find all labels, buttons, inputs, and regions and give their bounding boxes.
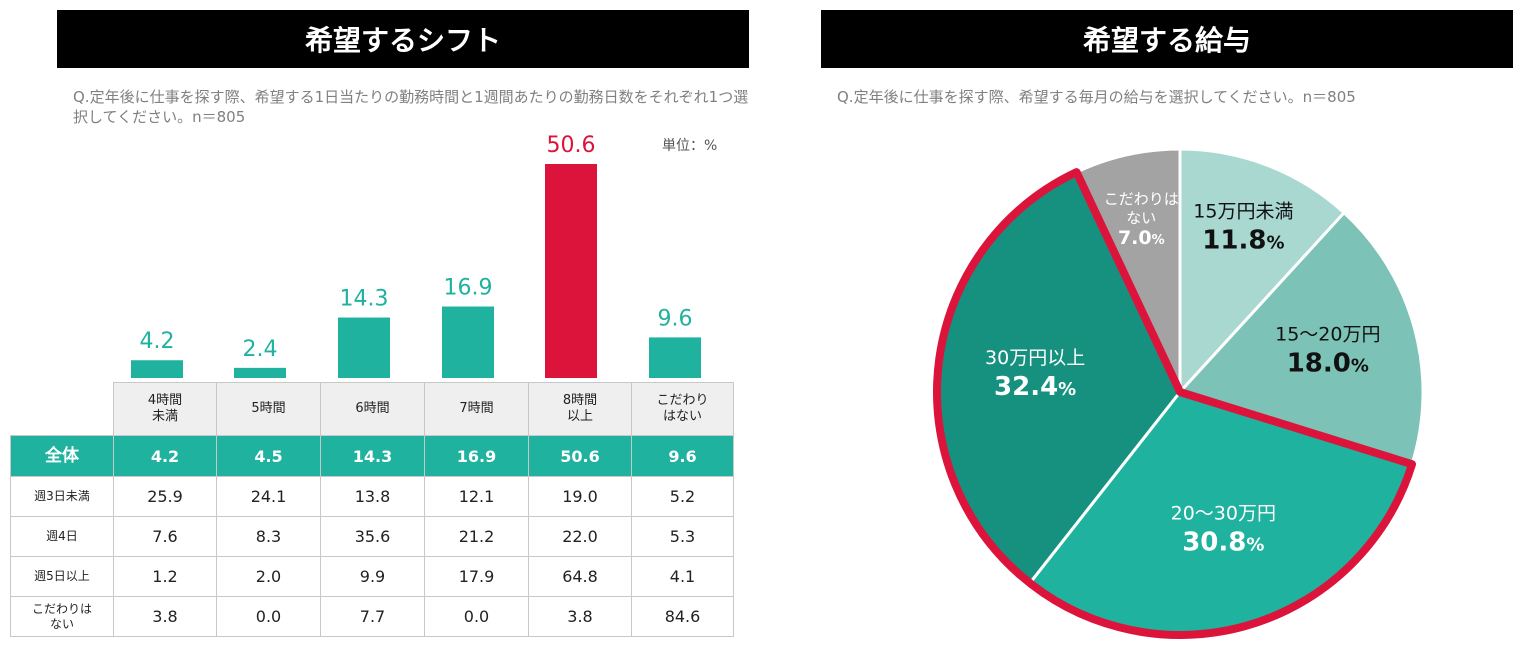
table-cell: 5.3	[631, 516, 734, 557]
table-cell: 8.3	[216, 516, 321, 557]
bar-value-label: 14.3	[340, 287, 389, 312]
shift-bar-chart: 4.2 2.4 14.3 16.9 50.6 9.6	[131, 133, 701, 378]
bar-value-label: 9.6	[658, 306, 693, 331]
pie-slice-value: 11.8%	[1202, 225, 1284, 255]
table-cell: 2.0	[216, 556, 321, 597]
column-header: 4時間 未満	[113, 382, 217, 436]
table-cell: 14.3	[320, 435, 425, 477]
pie-slice-label: ない	[1126, 209, 1156, 227]
bar-value-label: 16.9	[444, 276, 493, 301]
column-header: こだわり はない	[631, 382, 734, 436]
pie-slice-15万円未満	[1178, 147, 1347, 396]
column-header: 7時間	[424, 382, 529, 436]
salary-pie-chart: 15万円未満11.8%15～20万円18.0%20～30万円30.8%30万円以…	[933, 147, 1425, 639]
table-row: 週4日 7.6 8.3 35.6 21.2 22.0 5.3	[10, 516, 734, 557]
row-label: 全体	[10, 435, 114, 477]
bar-4時間未満	[131, 360, 183, 378]
pie-slice-label: 20～30万円	[1171, 503, 1276, 525]
table-cell: 22.0	[528, 516, 632, 557]
row-label: 週4日	[10, 516, 114, 557]
table-cell: 13.8	[320, 476, 425, 517]
table-cell: 4.1	[631, 556, 734, 597]
bar-value-label: 50.6	[547, 133, 596, 158]
table-cell: 17.9	[424, 556, 529, 597]
row-label: 週3日未満	[10, 476, 114, 517]
table-corner	[10, 382, 114, 436]
table-cell: 16.9	[424, 435, 529, 477]
table-cell: 24.1	[216, 476, 321, 517]
row-label: 週5日以上	[10, 556, 114, 597]
bar-7時間	[442, 306, 494, 378]
column-header: 6時間	[320, 382, 425, 436]
bar-こだわりはない	[649, 337, 701, 378]
pie-highlight-outline	[933, 168, 1417, 639]
pie-slice-label: こだわりは	[1104, 190, 1179, 208]
column-header: 8時間 以上	[528, 382, 632, 436]
table-cell: 9.9	[320, 556, 425, 597]
table-cell: 9.6	[631, 435, 734, 477]
table-row: こだわりは ない 3.8 0.0 7.7 0.0 3.8 84.6	[10, 596, 734, 637]
table-cell: 4.2	[113, 435, 217, 477]
table-cell: 3.8	[528, 596, 632, 637]
table-cell: 5.2	[631, 476, 734, 517]
table-cell: 0.0	[424, 596, 529, 637]
table-cell: 19.0	[528, 476, 632, 517]
pie-slice-value: 7.0%	[1118, 227, 1165, 249]
unit-label: 単位：%	[662, 138, 718, 154]
table-row: 週5日以上 1.2 2.0 9.9 17.9 64.8 4.1	[10, 556, 734, 597]
table-cell: 4.5	[216, 435, 321, 477]
pie-slice-15～20万円	[1177, 210, 1425, 467]
bar-8時間以上	[545, 164, 597, 378]
table-cell: 7.6	[113, 516, 217, 557]
bar-6時間	[338, 317, 390, 378]
bar-value-label: 2.4	[243, 337, 278, 362]
table-cell: 1.2	[113, 556, 217, 597]
salary-question: Q.定年後に仕事を探す際、希望する毎月の給与を選択してください。n＝805	[837, 88, 1356, 106]
table-cell: 7.7	[320, 596, 425, 637]
table-cell: 35.6	[320, 516, 425, 557]
table-cell: 25.9	[113, 476, 217, 517]
table-cell: 50.6	[528, 435, 632, 477]
table-row: 週3日未満 25.9 24.1 13.8 12.1 19.0 5.2	[10, 476, 734, 517]
pie-slice-label: 15～20万円	[1275, 324, 1380, 346]
shift-title: 希望するシフト	[57, 10, 749, 68]
table-cell: 12.1	[424, 476, 529, 517]
shift-table: 4時間 未満 5時間 6時間 7時間 8時間 以上 こだわり はない 全体 4.2 4.5 14…	[10, 382, 734, 637]
table-cell: 3.8	[113, 596, 217, 637]
table-cell: 0.0	[216, 596, 321, 637]
bar-5時間	[234, 367, 286, 378]
column-header: 5時間	[216, 382, 321, 436]
table-total-row: 全体 4.2 4.5 14.3 16.9 50.6 9.6	[10, 435, 734, 477]
salary-title: 希望する給与	[821, 10, 1513, 68]
row-label: こだわりは ない	[10, 596, 114, 637]
table-cell: 64.8	[528, 556, 632, 597]
shift-question: Q.定年後に仕事を探す際、希望する1日当たりの勤務時間と1週間あたりの勤務日数を…	[73, 88, 749, 126]
pie-slice-label: 15万円未満	[1193, 200, 1293, 222]
table-cell: 21.2	[424, 516, 529, 557]
table-cell: 84.6	[631, 596, 734, 637]
bar-value-label: 4.2	[140, 329, 175, 354]
pie-slice-label: 30万円以上	[985, 347, 1085, 369]
